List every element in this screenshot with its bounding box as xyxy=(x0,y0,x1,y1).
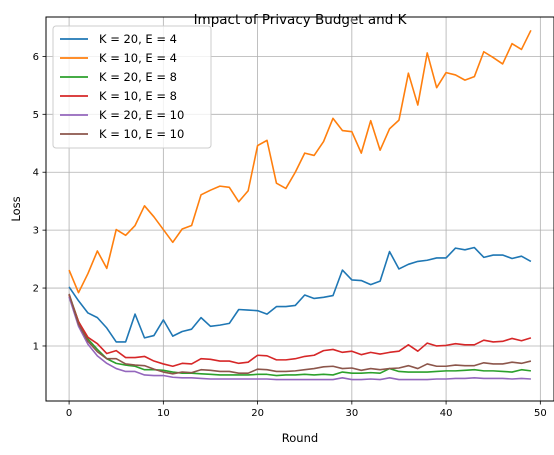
legend: K = 20, E = 4 K = 10, E = 4 K = 20, E = 8 K… xyxy=(52,25,212,149)
x-tick-label: 10 xyxy=(157,408,170,419)
legend-label: K = 20, E = 10 xyxy=(99,108,184,122)
series-line-3 xyxy=(68,294,532,377)
y-axis: 1 2 3 4 5 6 xyxy=(33,52,46,352)
plot-area-frame xyxy=(45,16,554,402)
y-axis-label: Loss xyxy=(9,196,23,221)
series-line-5 xyxy=(68,296,531,381)
x-axis-label: Round xyxy=(282,431,318,445)
legend-label: K = 10, E = 10 xyxy=(99,127,184,141)
y-tick-label: 4 xyxy=(33,168,39,179)
y-tick-label: 5 xyxy=(33,110,39,121)
series-line-2 xyxy=(68,29,532,294)
y-tick-label: 1 xyxy=(33,341,39,352)
x-tick-label: 30 xyxy=(345,408,358,419)
series-line-1 xyxy=(68,246,532,343)
y-tick-label: 3 xyxy=(33,226,39,237)
y-tick-label: 2 xyxy=(33,284,39,295)
legend-label: K = 20, E = 4 xyxy=(99,32,177,46)
legend-box xyxy=(52,25,212,149)
chart-title: Impact of Privacy Budget and K xyxy=(194,12,408,28)
series-line-4 xyxy=(68,294,532,368)
x-tick-label: 20 xyxy=(251,408,264,419)
y-tick-label: 6 xyxy=(33,52,39,63)
x-axis: 0 10 20 30 40 50 xyxy=(66,401,547,419)
legend-label: K = 20, E = 8 xyxy=(99,70,177,84)
legend-label: K = 10, E = 8 xyxy=(99,89,177,103)
x-tick-label: 50 xyxy=(534,408,547,419)
x-tick-label: 0 xyxy=(66,408,72,419)
series-line-6 xyxy=(68,293,532,375)
x-tick-label: 40 xyxy=(440,408,453,419)
legend-label: K = 10, E = 4 xyxy=(99,51,177,65)
series-lines xyxy=(68,29,532,381)
